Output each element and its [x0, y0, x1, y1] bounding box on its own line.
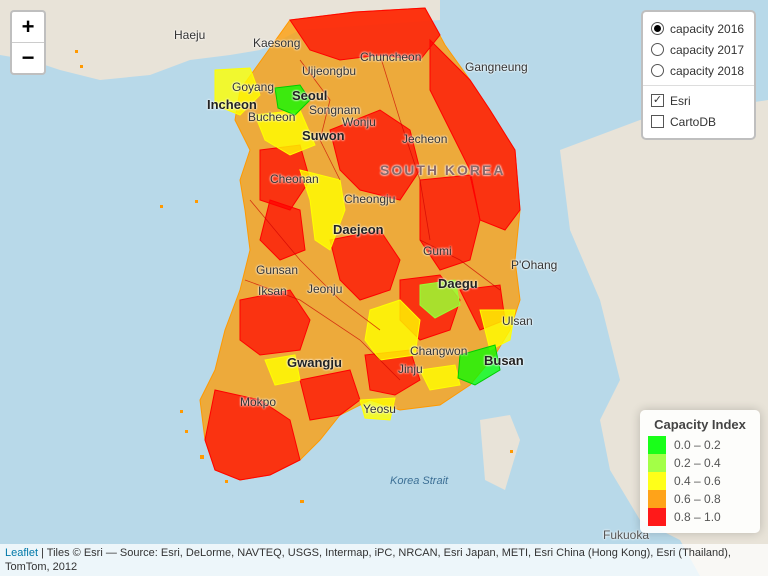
label-jinju: Jinju: [398, 362, 423, 376]
label-jeonju: Jeonju: [307, 282, 343, 296]
label-changwon: Changwon: [410, 344, 468, 358]
legend-title: Capacity Index: [654, 417, 746, 432]
label-gunsan: Gunsan: [256, 263, 299, 277]
legend-swatch: [648, 436, 666, 454]
label-bucheon: Bucheon: [248, 110, 296, 124]
label-iksan: Iksan: [258, 284, 287, 298]
tsushima-land: [480, 415, 520, 490]
label-incheon: Incheon: [207, 97, 257, 112]
zoom-control: + −: [10, 10, 46, 75]
layer-label: capacity 2016: [670, 21, 745, 36]
label-gangneung: Gangneung: [465, 60, 528, 74]
label-busan: Busan: [484, 353, 524, 368]
legend-swatch: [648, 490, 666, 508]
daegu-region: [419, 279, 461, 319]
base-layer-capacity-2016[interactable]: capacity 2016: [651, 18, 746, 39]
label-suwon: Suwon: [302, 128, 345, 143]
label-gumi: Gumi: [423, 244, 452, 258]
label-kaesong: Kaesong: [253, 36, 301, 50]
label-haeju: Haeju: [174, 28, 206, 42]
label-cheonan: Cheonan: [270, 172, 319, 186]
mid-capacity-regions: [214, 67, 516, 421]
legend-item: 0.0 – 0.2: [648, 436, 752, 454]
layer-label: Esri: [670, 93, 691, 108]
label-chuncheon: Chuncheon: [360, 50, 422, 64]
label-daegu: Daegu: [438, 276, 478, 291]
base-layer-capacity-2018[interactable]: capacity 2018: [651, 60, 746, 81]
overlay-esri[interactable]: ✓ Esri: [651, 90, 746, 111]
zoom-in-button[interactable]: +: [21, 14, 35, 39]
layers-divider: [643, 85, 754, 86]
legend: Capacity Index 0.0 – 0.2 0.2 – 0.4 0.4 –…: [640, 410, 760, 533]
radio-icon[interactable]: [651, 64, 664, 77]
legend-label: 0.8 – 1.0: [674, 510, 721, 524]
attribution: Leaflet | Tiles © Esri — Source: Esri, D…: [0, 544, 768, 576]
checkbox-icon[interactable]: [651, 115, 664, 128]
legend-item: 0.4 – 0.6: [648, 472, 752, 490]
base-layer-capacity-2017[interactable]: capacity 2017: [651, 39, 746, 60]
label-ulsan: Ulsan: [502, 314, 533, 328]
low-capacity-regions: [274, 84, 501, 386]
label-wonju: Wonju: [342, 115, 376, 129]
checkbox-checked-icon[interactable]: ✓: [651, 94, 664, 107]
legend-item: 0.8 – 1.0: [648, 508, 752, 526]
attribution-text: | Tiles © Esri — Source: Esri, DeLorme, …: [5, 547, 731, 573]
label-yeosu: Yeosu: [363, 402, 396, 416]
label-daejeon: Daejeon: [333, 222, 384, 237]
label-mokpo: Mokpo: [240, 395, 277, 409]
layer-label: CartoDB: [670, 114, 717, 129]
islands: [75, 50, 513, 503]
radio-icon[interactable]: [651, 43, 664, 56]
leaflet-link[interactable]: Leaflet: [5, 547, 39, 559]
label-seoul: Seoul: [292, 88, 328, 103]
legend-label: 0.0 – 0.2: [674, 438, 721, 452]
label-uijeongbu: Uijeongbu: [302, 64, 357, 78]
layer-label: capacity 2017: [670, 42, 745, 57]
legend-item: 0.2 – 0.4: [648, 454, 752, 472]
legend-swatch: [648, 508, 666, 526]
label-south-korea: SOUTH KOREA: [380, 162, 506, 178]
label-gwangju: Gwangju: [287, 355, 342, 370]
legend-label: 0.2 – 0.4: [674, 456, 721, 470]
label-korea-strait: Korea Strait: [390, 475, 449, 487]
layer-label: capacity 2018: [670, 63, 745, 78]
legend-label: 0.4 – 0.6: [674, 474, 721, 488]
label-songnam: Songnam: [309, 103, 361, 117]
zoom-out-button[interactable]: −: [12, 42, 44, 73]
overlay-cartodb[interactable]: CartoDB: [651, 111, 746, 132]
radio-icon[interactable]: [651, 22, 664, 35]
legend-label: 0.6 – 0.8: [674, 492, 721, 506]
district-borders: [244, 54, 501, 381]
label-cheongju: Cheongju: [344, 192, 396, 206]
label-goyang: Goyang: [232, 80, 275, 94]
label-fukuoka: Fukuoka: [603, 528, 650, 542]
legend-swatch: [648, 472, 666, 490]
label-jecheon: Jecheon: [402, 132, 448, 146]
label-pohang: P'Ohang: [511, 258, 558, 272]
layers-control: capacity 2016 capacity 2017 capacity 201…: [641, 10, 756, 140]
legend-swatch: [648, 454, 666, 472]
legend-item: 0.6 – 0.8: [648, 490, 752, 508]
